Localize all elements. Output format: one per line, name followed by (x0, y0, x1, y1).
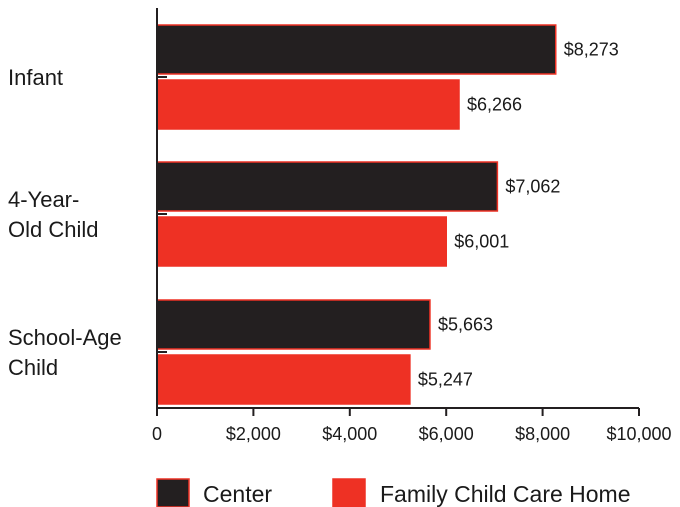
x-tick-label: 0 (152, 424, 162, 444)
bar-center-0 (156, 24, 557, 75)
bar-family-home-0 (156, 79, 460, 130)
bar-center-2 (156, 299, 431, 350)
axes-layer (156, 8, 640, 416)
legend: Center Family Child Care Home (156, 478, 631, 507)
labels-layer: $8,273 $6,266 Infant $7,062 $6,001 4-Year-Old… (8, 40, 672, 445)
category-label: 4-Year-Old Child (8, 187, 98, 242)
x-tick-label: $4,000 (322, 424, 377, 444)
category-label: Infant (8, 65, 63, 90)
bar-family-home-2 (156, 354, 411, 405)
bars-layer (156, 24, 557, 405)
x-tick-label: $8,000 (515, 424, 570, 444)
data-label: $6,001 (454, 232, 509, 252)
bar-center-1 (156, 161, 499, 212)
data-label: $5,247 (418, 370, 473, 390)
legend-swatch-family-home (332, 478, 366, 507)
x-tick-label: $6,000 (419, 424, 474, 444)
x-tick-label: $10,000 (606, 424, 671, 444)
bar-family-home-1 (156, 216, 447, 267)
x-tick-label: $2,000 (226, 424, 281, 444)
legend-label: Center (203, 481, 272, 507)
data-label: $7,062 (505, 177, 560, 197)
category-label: School-Age Child (8, 325, 122, 380)
data-label: $8,273 (564, 40, 619, 60)
legend-label: Family Child Care Home (380, 481, 631, 507)
data-label: $6,266 (467, 95, 522, 115)
legend-swatch-center (156, 478, 190, 507)
data-label: $5,663 (438, 315, 493, 335)
